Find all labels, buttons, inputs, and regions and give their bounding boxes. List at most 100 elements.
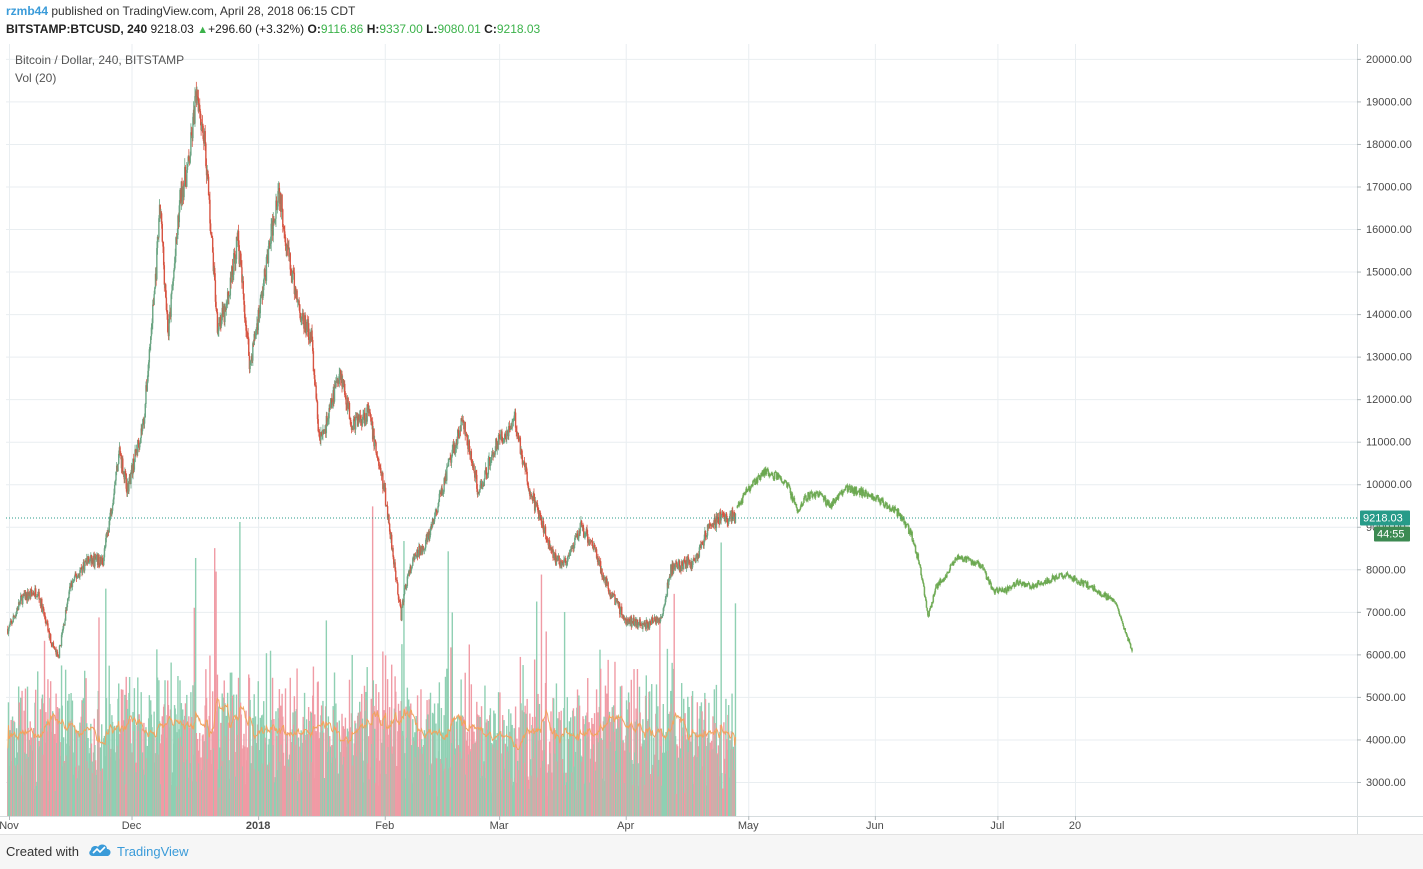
price-candle-body	[173, 263, 176, 271]
price-candle-body	[438, 493, 441, 502]
price-candle-body	[273, 221, 276, 223]
projection-candle-body	[954, 558, 956, 563]
price-candle-body	[378, 458, 380, 466]
price-candle-body	[660, 617, 662, 619]
price-candle-body	[654, 616, 656, 620]
projection-candle-body	[791, 493, 794, 502]
price-candle-body	[232, 274, 234, 277]
projection-candle-body	[803, 496, 806, 498]
price-candle-body	[277, 191, 279, 207]
volume-bar	[218, 706, 220, 816]
projection-candle-body	[775, 471, 777, 474]
price-candle-body	[473, 464, 475, 472]
price-candle-body	[388, 514, 390, 524]
price-candle-body	[148, 349, 151, 363]
projection-candle-body	[882, 501, 885, 506]
projection-candle-body	[1028, 582, 1031, 586]
price-candle-body	[388, 523, 391, 532]
price-candle-body	[125, 473, 127, 489]
price-candle-body	[145, 385, 147, 404]
price-candle-body	[555, 557, 558, 565]
price-candle-body	[331, 403, 334, 405]
volume-bar	[444, 676, 447, 816]
price-candle-body	[175, 237, 177, 256]
price-axis[interactable]: 3000.00 4000.00 5000.00 6000.00 7000.00 8000.…	[1357, 54, 1412, 789]
price-candle-body	[616, 598, 618, 602]
projection-candle-body	[989, 581, 992, 584]
volume-bar	[195, 732, 198, 816]
volume-bar	[7, 702, 10, 816]
projection-candle-body	[1040, 582, 1043, 584]
projection-candle-body	[796, 507, 798, 511]
price-candle-body	[476, 474, 478, 489]
price-candle-body	[601, 569, 603, 578]
price-candle-body	[637, 624, 639, 628]
price-candle-body	[62, 624, 65, 629]
price-candle-body	[174, 255, 176, 264]
tradingview-cloud-icon[interactable]	[88, 841, 112, 859]
time-axis[interactable]: Nov Dec 2018 Feb Mar Apr May Jun Jul 20	[0, 816, 1081, 832]
price-candle-body	[486, 474, 489, 476]
price-candle-body	[211, 238, 214, 253]
price-candle-body	[257, 309, 259, 331]
projection-candle-body	[932, 595, 935, 603]
projection-candle-body	[842, 491, 845, 493]
price-candle-body	[133, 461, 136, 470]
price-candle-body	[706, 535, 708, 537]
price-candle-body	[165, 284, 167, 298]
author-link[interactable]: rzmb44	[6, 4, 49, 18]
price-candle-body	[370, 417, 372, 425]
projection-candle-body	[1025, 583, 1027, 586]
price-candle-body	[587, 534, 589, 543]
price-candle-body	[15, 613, 17, 618]
price-candle-body	[183, 184, 185, 198]
projection-candle-body	[1031, 585, 1033, 589]
price-candle-body	[684, 560, 686, 563]
projection-candle-body	[779, 475, 781, 479]
projection-candle-body	[1110, 597, 1113, 599]
projection-candle-body	[782, 483, 785, 485]
price-candle-body	[150, 336, 152, 344]
price-candle-body	[450, 456, 453, 463]
price-candle-body	[525, 466, 528, 472]
price-candle-body	[674, 567, 676, 569]
projection-candle-body	[996, 588, 999, 592]
price-candle-body	[567, 555, 569, 561]
projection-candle-body	[780, 478, 783, 482]
price-candle-body	[190, 132, 193, 135]
price-candle-body	[725, 513, 728, 520]
projection-candle-body	[920, 567, 922, 576]
price-candle-body	[481, 485, 483, 488]
price-chart[interactable]: 3000.00 4000.00 5000.00 6000.00 7000.00 8000.…	[0, 0, 1423, 834]
projection-candle-body	[943, 578, 945, 582]
volume-bar	[428, 699, 430, 816]
projection-candle-body	[873, 498, 876, 500]
projection-candle-body	[929, 606, 932, 609]
volume-bar	[535, 601, 538, 816]
volume-bar	[175, 714, 177, 816]
volume-bar	[410, 745, 413, 816]
price-candle-body	[502, 441, 505, 444]
projection-candle-body	[944, 577, 946, 579]
price-candle-body	[77, 574, 79, 578]
volume-bar	[673, 593, 675, 816]
price-candle-body	[141, 423, 144, 432]
volume-bar	[674, 736, 677, 816]
price-candle-body	[708, 523, 710, 528]
price-candle-body	[642, 623, 644, 629]
price-candle-body	[646, 619, 648, 623]
price-candle-body	[700, 542, 703, 548]
projection-candle-body	[1020, 583, 1022, 584]
projection-candle-body	[1001, 588, 1004, 591]
volume-bar	[47, 679, 49, 816]
projection-candle-body	[999, 589, 1002, 591]
price-candle-body	[327, 421, 329, 426]
price-candle-body	[636, 619, 639, 628]
volume-bar	[480, 706, 483, 816]
published-text: published on TradingView.com, April 28, …	[51, 4, 356, 18]
tradingview-brand-link[interactable]: TradingView	[117, 844, 189, 859]
price-candle-body	[315, 385, 317, 399]
price-candle-body	[533, 493, 535, 498]
price-candle-body	[490, 460, 492, 461]
projection-candle-body	[846, 485, 849, 492]
